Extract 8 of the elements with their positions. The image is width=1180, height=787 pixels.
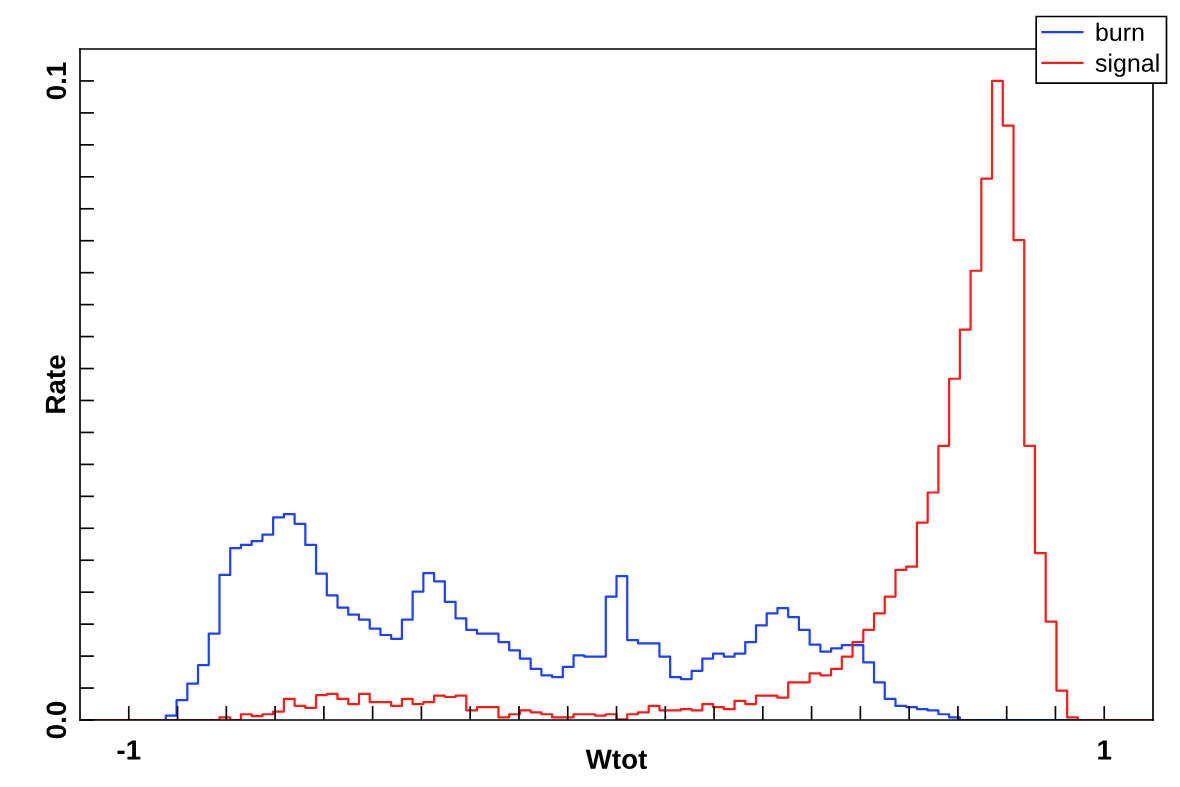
legend-label: signal — [1095, 53, 1159, 77]
x-axis-title: Wtot — [585, 749, 647, 770]
x-tick-label: 1 — [1098, 740, 1112, 760]
y-tick-label: 0.1 — [46, 62, 67, 100]
x-tick-label: -1 — [117, 740, 141, 760]
y-tick-label: 0.0 — [46, 701, 67, 739]
y-axis-title: Rate — [45, 355, 66, 413]
legend-label: burn — [1096, 22, 1144, 42]
